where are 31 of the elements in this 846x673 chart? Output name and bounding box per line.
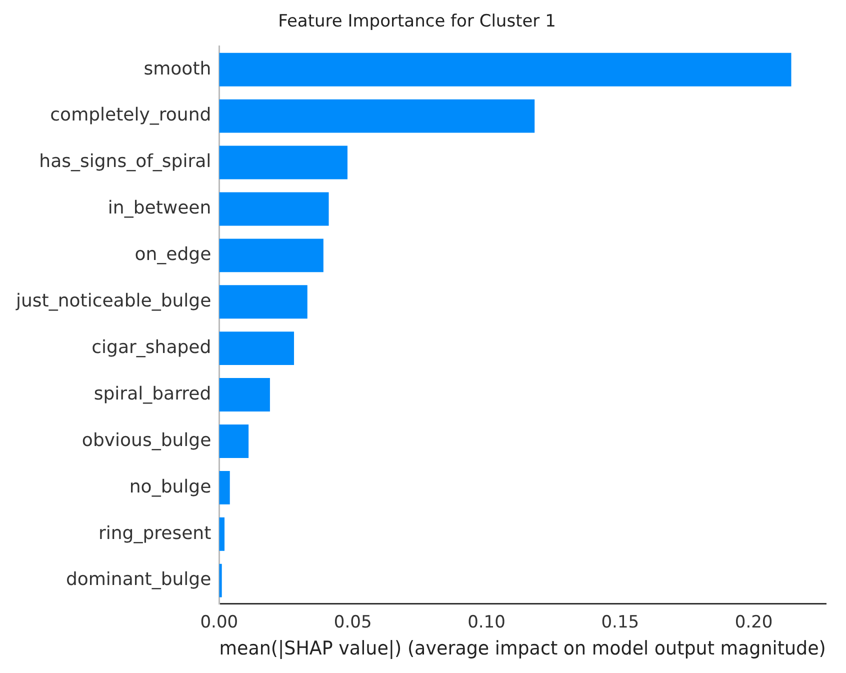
x-tick-label: 0.10 (468, 612, 506, 632)
bar (219, 238, 324, 272)
y-tick-label: has_signs_of_spiral (39, 151, 212, 172)
bar (219, 470, 230, 504)
bar (219, 192, 329, 226)
x-tick-label: 0.05 (334, 612, 372, 632)
chart-title: Feature Importance for Cluster 1 (278, 12, 556, 32)
bar (219, 99, 535, 133)
y-tick-label: completely_round (50, 104, 212, 126)
y-tick-label: no_bulge (129, 476, 212, 498)
bar (219, 564, 222, 598)
y-tick-label: on_edge (134, 244, 212, 266)
x-tick-label: 0.20 (734, 612, 773, 632)
bar (219, 332, 294, 366)
y-tick-label: cigar_shaped (92, 336, 212, 358)
x-tick-label: 0.00 (200, 612, 238, 632)
bar (219, 378, 270, 412)
y-tick-label: just_noticeable_bulge (14, 290, 212, 312)
bar (219, 285, 308, 319)
y-tick-label: dominant_bulge (66, 569, 212, 590)
y-tick-label: in_between (108, 198, 212, 219)
bar (219, 52, 792, 86)
x-axis-title: mean(|SHAP value|) (average impact on model output magnitude) (219, 638, 826, 660)
y-tick-label: smooth (144, 58, 212, 80)
bar (219, 424, 249, 458)
x-tick-label: 0.15 (601, 612, 640, 632)
y-tick-label: obvious_bulge (82, 430, 212, 451)
y-tick-label: ring_present (98, 522, 212, 544)
y-tick-label: spiral_barred (94, 383, 212, 404)
bar (219, 517, 225, 551)
bar (219, 146, 348, 180)
